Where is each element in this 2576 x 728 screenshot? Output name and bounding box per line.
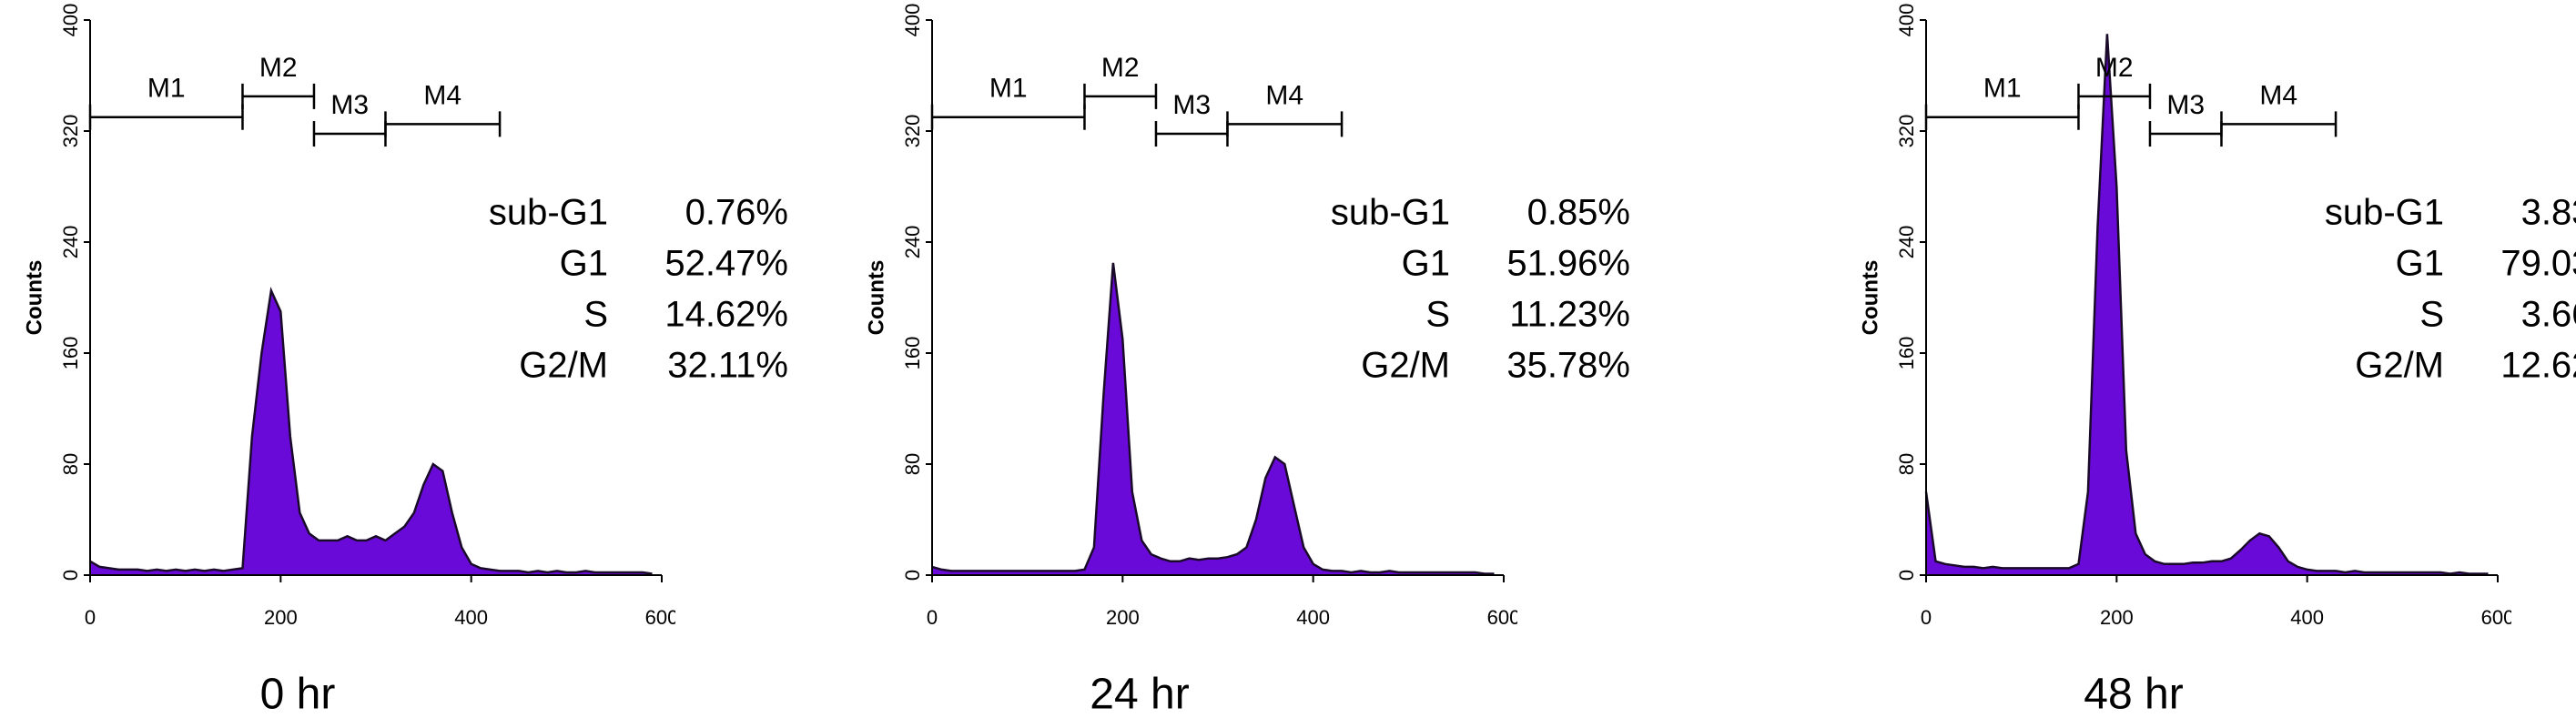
x-tick-label: 0 <box>1921 606 1932 629</box>
marker-label: M3 <box>1172 90 1211 120</box>
stat-percent: 11.23% <box>1509 295 1630 335</box>
panel-caption: 48 hr <box>2084 671 2183 719</box>
stat-percent: 52.47% <box>664 244 788 284</box>
stat-percent: 14.62% <box>664 295 788 335</box>
marker-label: M3 <box>2166 90 2205 120</box>
stat-label: G1 <box>560 244 608 284</box>
stat-percent: 3.83% <box>2521 193 2576 233</box>
histogram-panel: 0 80 160 240 320 400 0 200 400 600 Counts M1 M2 M3 M4 s… <box>1858 4 2576 719</box>
x-tick-label: 400 <box>454 606 488 629</box>
plot: 0 80 160 240 320 400 0 200 400 600 <box>1895 4 2515 629</box>
marker-label: M4 <box>1265 80 1303 110</box>
y-tick-label: 320 <box>59 115 82 148</box>
stat-label: S <box>2419 295 2444 335</box>
histogram-fill <box>932 262 1495 575</box>
stat-label: G2/M <box>2355 346 2444 386</box>
stat-label: sub-G1 <box>2325 193 2444 233</box>
marker-label: M1 <box>147 74 186 104</box>
y-tick-label: 80 <box>901 453 924 475</box>
stat-percent: 32.11% <box>667 346 788 386</box>
marker-label: M1 <box>989 74 1028 104</box>
stat-percent: 3.66% <box>2521 295 2576 335</box>
y-tick-label: 0 <box>59 570 82 581</box>
histogram-fill <box>1926 34 2489 576</box>
stat-percent: 35.78% <box>1506 346 1630 386</box>
y-tick-label: 320 <box>901 115 924 148</box>
y-tick-label: 240 <box>901 226 924 259</box>
histogram-fill <box>90 290 653 575</box>
x-tick-label: 200 <box>1106 606 1140 629</box>
x-tick-label: 600 <box>2481 606 2515 629</box>
y-tick-label: 160 <box>1895 337 1918 370</box>
y-tick-label: 80 <box>59 453 82 475</box>
stat-percent: 0.76% <box>685 193 788 233</box>
y-tick-label: 0 <box>1895 570 1918 581</box>
y-tick-label: 400 <box>1895 4 1918 37</box>
stat-label: G2/M <box>1361 346 1450 386</box>
y-tick-label: 240 <box>59 226 82 259</box>
marker-label: M1 <box>1983 74 2022 104</box>
stat-label: sub-G1 <box>489 193 608 233</box>
y-tick-label: 240 <box>1895 226 1918 259</box>
plot: 0 80 160 240 320 400 0 200 400 600 <box>59 4 679 629</box>
y-tick-label: 400 <box>59 4 82 37</box>
x-tick-label: 600 <box>645 606 679 629</box>
y-axis-label: Counts <box>864 260 888 336</box>
stat-label: G1 <box>1402 244 1450 284</box>
histogram-line <box>931 262 1495 575</box>
histogram-line <box>89 287 653 575</box>
marker-label: M4 <box>423 80 461 110</box>
y-tick-label: 400 <box>901 4 924 37</box>
y-tick-label: 160 <box>901 337 924 370</box>
stat-label: G1 <box>2396 244 2444 284</box>
x-tick-label: 200 <box>264 606 298 629</box>
histogram-line <box>1924 34 2489 575</box>
marker-label: M4 <box>2259 80 2297 110</box>
y-axis-label: Counts <box>1858 260 1882 336</box>
marker-label: M3 <box>330 90 369 120</box>
x-tick-label: 600 <box>1487 606 1521 629</box>
stat-label: sub-G1 <box>1331 193 1450 233</box>
stat-label: S <box>1425 295 1450 335</box>
stat-percent: 79.03% <box>2500 244 2576 284</box>
marker-label: M2 <box>1101 53 1140 83</box>
y-tick-label: 80 <box>1895 453 1918 475</box>
histogram-panel: 0 80 160 240 320 400 0 200 400 600 Counts M1 M2 M3 M4 s… <box>22 4 788 719</box>
histogram-panel: 0 80 160 240 320 400 0 200 400 600 Counts M1 M2 M3 M4 s… <box>864 4 1630 719</box>
y-axis-label: Counts <box>22 260 46 336</box>
y-tick-label: 0 <box>901 570 924 581</box>
stat-percent: 0.85% <box>1527 193 1630 233</box>
marker-label: M2 <box>259 53 298 83</box>
y-tick-label: 160 <box>59 337 82 370</box>
x-tick-label: 0 <box>85 606 96 629</box>
stat-percent: 12.62% <box>2500 346 2576 386</box>
stat-label: G2/M <box>519 346 608 386</box>
stat-percent: 51.96% <box>1506 244 1630 284</box>
stat-label: S <box>583 295 608 335</box>
x-tick-label: 0 <box>927 606 938 629</box>
x-tick-label: 200 <box>2100 606 2134 629</box>
y-tick-label: 320 <box>1895 115 1918 148</box>
panel-caption: 0 hr <box>260 671 336 719</box>
x-tick-label: 400 <box>2290 606 2324 629</box>
x-tick-label: 400 <box>1296 606 1330 629</box>
panel-caption: 24 hr <box>1090 671 1189 719</box>
marker-label: M2 <box>2095 53 2134 83</box>
